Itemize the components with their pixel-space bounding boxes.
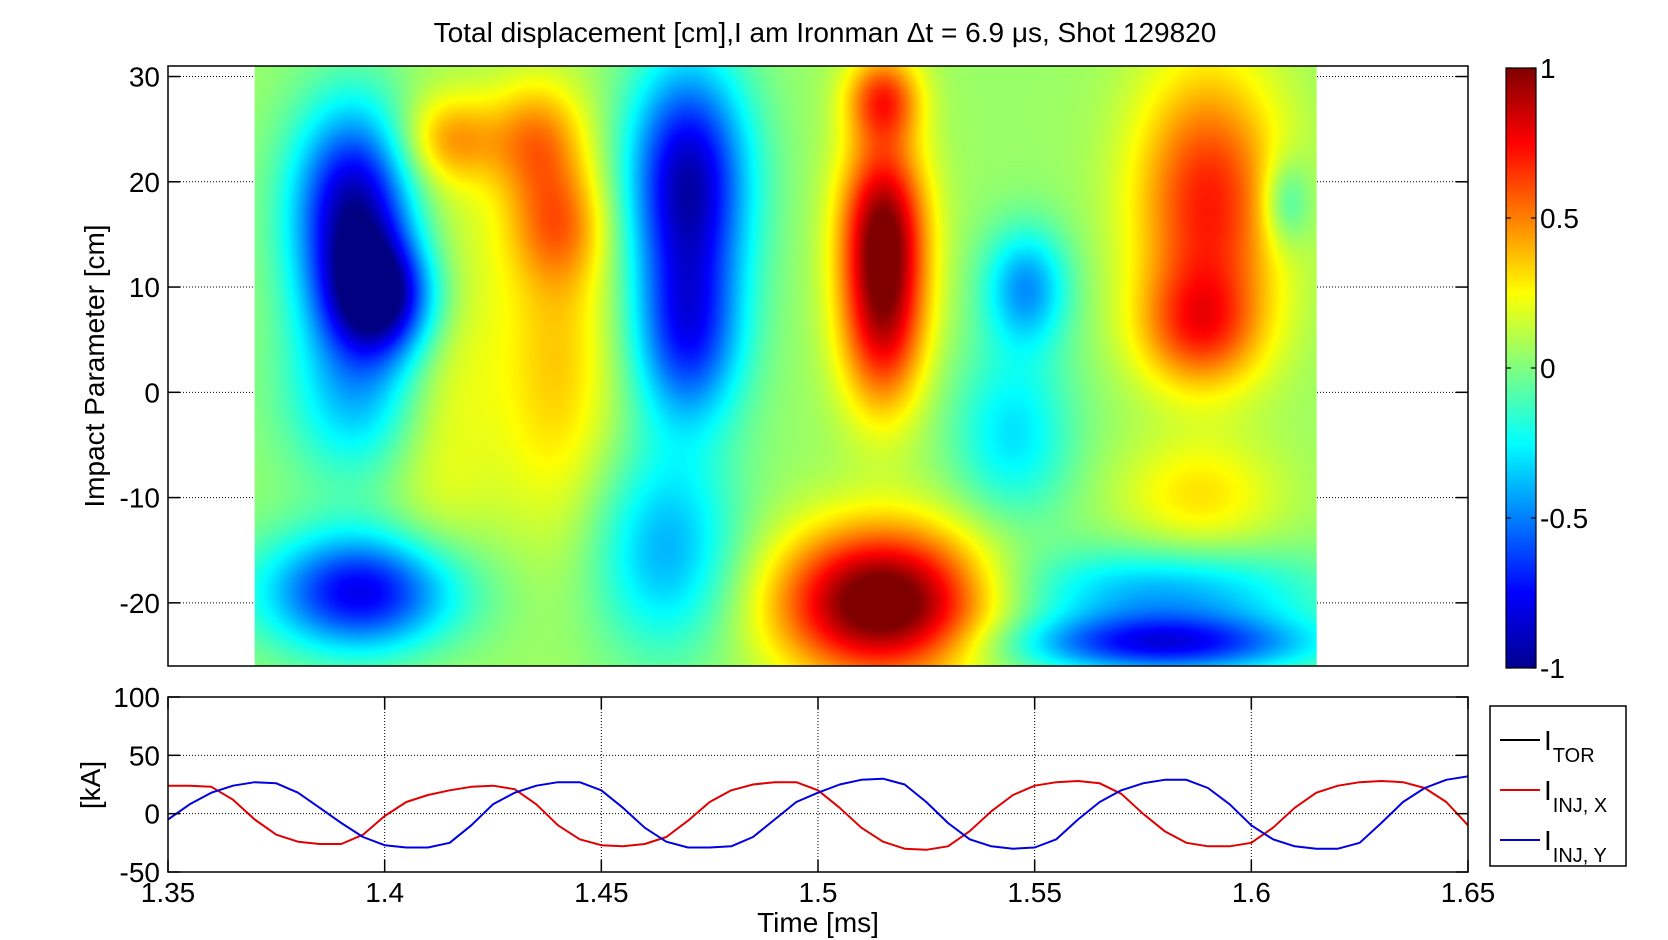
line-y-axis-label: [kA]	[75, 761, 106, 809]
line-xtick-label: 1.65	[1441, 877, 1496, 908]
line-ytick-label: -50	[120, 857, 160, 888]
colorbar: -1 -0.5 0 0.5 1	[1505, 53, 1588, 684]
colorbar-tick-label: 1	[1540, 53, 1556, 84]
series-line-2	[167, 775, 1469, 850]
heatmap-ytick-label: 10	[129, 272, 160, 303]
line-xtick-label: 1.35	[141, 877, 196, 908]
line-ytick-label: 100	[113, 682, 160, 713]
heatmap-ytick-label: -20	[120, 588, 160, 619]
legend-box	[1489, 705, 1627, 867]
heatmap-title: Total displacement [cm],I am Ironman Δt …	[434, 17, 1217, 48]
line-panel: -50 0 50 100 1.35 1.4 1.45 1.5 1.55 1.6 1.65 [kA]…	[75, 682, 1495, 938]
heatmap-axes-frame	[167, 65, 1469, 667]
colorbar-tick-label: -0.5	[1540, 503, 1588, 534]
heatmap-ytick-label: 20	[129, 167, 160, 198]
line-y-ticks: -50 0 50 100	[113, 682, 1468, 888]
line-xtick-label: 1.45	[574, 877, 629, 908]
line-ytick-label: 50	[129, 740, 160, 771]
line-series-group	[167, 775, 1469, 851]
colorbar-tick-label: -1	[1540, 653, 1565, 684]
line-x-axis-label: Time [ms]	[757, 907, 879, 938]
line-xtick-label: 1.4	[365, 877, 404, 908]
colorbar-tick-label: 0	[1540, 353, 1556, 384]
heatmap-y-ticks: -20 -10 0 10 20 30	[120, 62, 1468, 619]
heatmap-image	[254, 66, 1317, 666]
line-xtick-label: 1.6	[1232, 877, 1271, 908]
series-line-1	[168, 780, 1469, 851]
heatmap-ytick-label: 0	[144, 377, 160, 408]
heatmap-ytick-label: -10	[120, 483, 160, 514]
line-x-ticks: 1.35 1.4 1.45 1.5 1.55 1.6 1.65	[141, 697, 1496, 908]
colorbar-tick-label: 0.5	[1540, 203, 1579, 234]
heatmap-panel: Total displacement [cm],I am Ironman Δt …	[79, 17, 1469, 667]
colorbar-ticks: -1 -0.5 0 0.5 1	[1506, 53, 1588, 684]
line-ytick-label: 0	[144, 799, 160, 830]
line-xtick-label: 1.5	[799, 877, 838, 908]
line-xtick-label: 1.55	[1007, 877, 1062, 908]
heatmap-ytick-label: 30	[129, 62, 160, 93]
heatmap-y-axis-label: Impact Parameter [cm]	[79, 224, 110, 507]
